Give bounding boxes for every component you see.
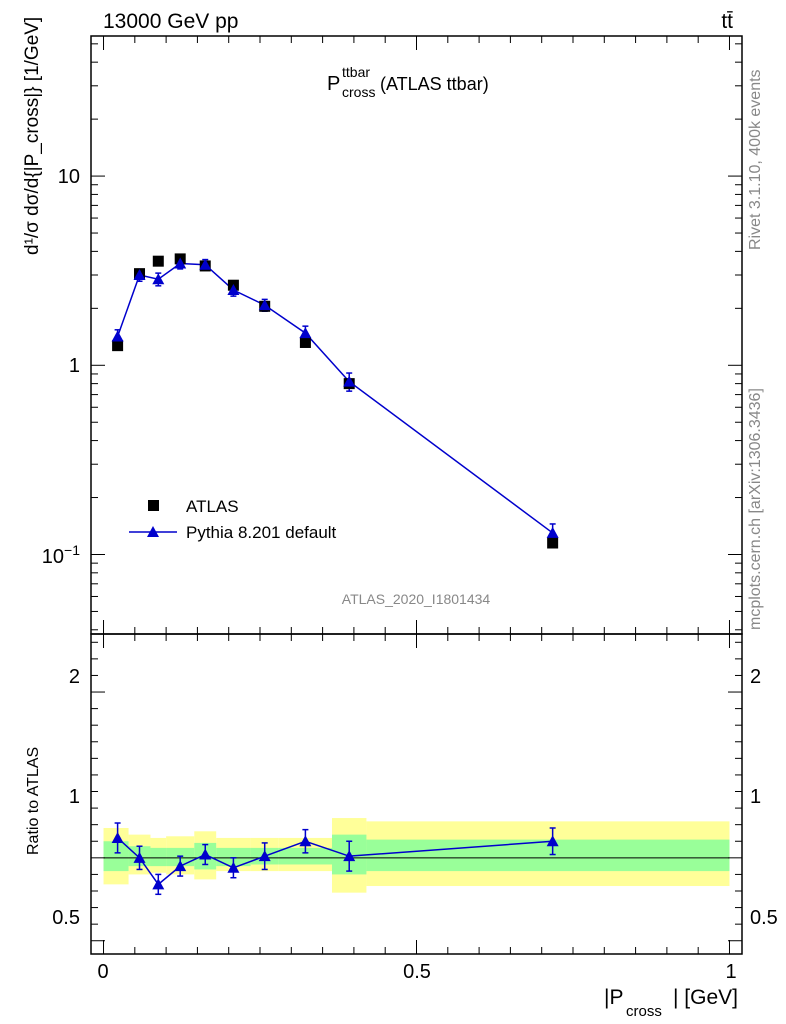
ytick-label-1: 1 — [69, 355, 80, 377]
legend-marker-pythia — [147, 526, 159, 537]
ratio-point — [343, 850, 356, 862]
mcplots-label: mcplots.cern.ch [arXiv:1306.3436] — [747, 388, 764, 630]
main-panel: 10 1 10−1 P ttbar cross (ATLAS ttbar) AT… — [22, 17, 743, 635]
ratio-point — [133, 851, 146, 863]
ratio-ytick-label-1: 1 — [69, 786, 80, 808]
xlabel-main: |P — [604, 986, 623, 1009]
main-tick-labels: 10 1 10−1 — [42, 166, 80, 568]
main-ylabel-text: d¹/σ dσ/d{|P_cross|} [1/GeV] — [22, 17, 43, 255]
pythia-point — [199, 258, 212, 270]
atlas-point — [112, 340, 124, 352]
ratio-ytick-label-2: 2 — [69, 666, 80, 688]
ratio-point — [111, 831, 124, 843]
ratio-ytick-label-1-right: 1 — [750, 786, 761, 808]
atlas-point — [547, 537, 559, 549]
ratio-ytick-label-0.5-right: 0.5 — [750, 907, 778, 929]
pythia-point — [133, 269, 146, 281]
ratio-band-green — [278, 847, 332, 865]
header-right: tt̄ — [721, 10, 733, 33]
pythia-point — [174, 257, 187, 269]
xtick-label-1: 1 — [725, 961, 736, 983]
pythia-point — [227, 283, 240, 295]
main-frame — [90, 35, 743, 635]
legend: ATLAS Pythia 8.201 default — [129, 497, 337, 542]
ratio-frame — [90, 633, 743, 955]
main-axis-ticks — [91, 36, 742, 634]
plot-title: P — [327, 73, 340, 95]
ratio-point — [152, 878, 165, 890]
ratio-point — [299, 835, 312, 847]
pythia-point — [111, 330, 124, 342]
ratio-ytick-label-2-right: 2 — [750, 666, 761, 688]
atlas-point — [152, 255, 164, 267]
legend-label-atlas: ATLAS — [186, 497, 239, 516]
plot-title-sub: cross — [342, 84, 375, 100]
atlas-point — [299, 336, 311, 348]
plot-title-suffix: (ATLAS ttbar) — [380, 74, 489, 94]
pythia-point — [546, 526, 559, 538]
main-ylabel: d¹/σ dσ/d{|P_cross|} [1/GeV] — [22, 17, 43, 255]
plot-title-main: P — [327, 73, 340, 95]
header-left: 13000 GeV pp — [103, 10, 238, 33]
xlabel-sub: cross — [626, 1003, 662, 1020]
pythia-point — [299, 327, 312, 339]
ratio-panel: 2 1 0.5 2 1 0.5 0 0.5 1 Ratio to ATLAS |… — [25, 633, 778, 1020]
ratio-line — [117, 837, 553, 886]
ratio-band-green — [103, 841, 129, 872]
ytick-label-0.1: 10−1 — [42, 542, 80, 568]
ratio-ytick-label-0.5: 0.5 — [52, 907, 80, 929]
analysis-watermark: ATLAS_2020_I1801434 — [342, 591, 491, 607]
ratio-point — [199, 848, 212, 860]
ratio-point — [227, 861, 240, 873]
plot-title-sup: ttbar — [342, 64, 370, 80]
legend-marker-atlas — [148, 500, 159, 511]
ratio-point — [174, 860, 187, 872]
ratio-data-layer — [111, 822, 559, 896]
ratio-band-green — [216, 847, 251, 867]
ratio-ylabel-text: Ratio to ATLAS — [25, 747, 42, 855]
pythia-point — [152, 273, 165, 285]
legend-label-pythia: Pythia 8.201 default — [186, 523, 337, 542]
ratio-axis-ticks — [91, 634, 742, 954]
ratio-ylabel: Ratio to ATLAS — [25, 747, 42, 855]
pythia-point — [343, 375, 356, 387]
ytick-label-0.1-exp: −1 — [64, 542, 80, 558]
pythia-line — [116, 262, 554, 534]
main-data-layer — [111, 253, 559, 549]
ytick-label-10: 10 — [58, 166, 80, 188]
ratio-point — [546, 835, 559, 847]
ytick-label-0.1-base: 10 — [42, 546, 64, 568]
ratio-band-green — [150, 847, 167, 867]
ratio-bands — [103, 818, 730, 893]
xlabel-tail: | [GeV] — [673, 986, 738, 1009]
xtick-label-0.5: 0.5 — [403, 961, 431, 983]
rivet-label: Rivet 3.1.10, 400k events — [747, 69, 764, 250]
ratio-point — [258, 850, 271, 862]
xtick-label-0: 0 — [97, 961, 108, 983]
pythia-point — [258, 299, 271, 311]
